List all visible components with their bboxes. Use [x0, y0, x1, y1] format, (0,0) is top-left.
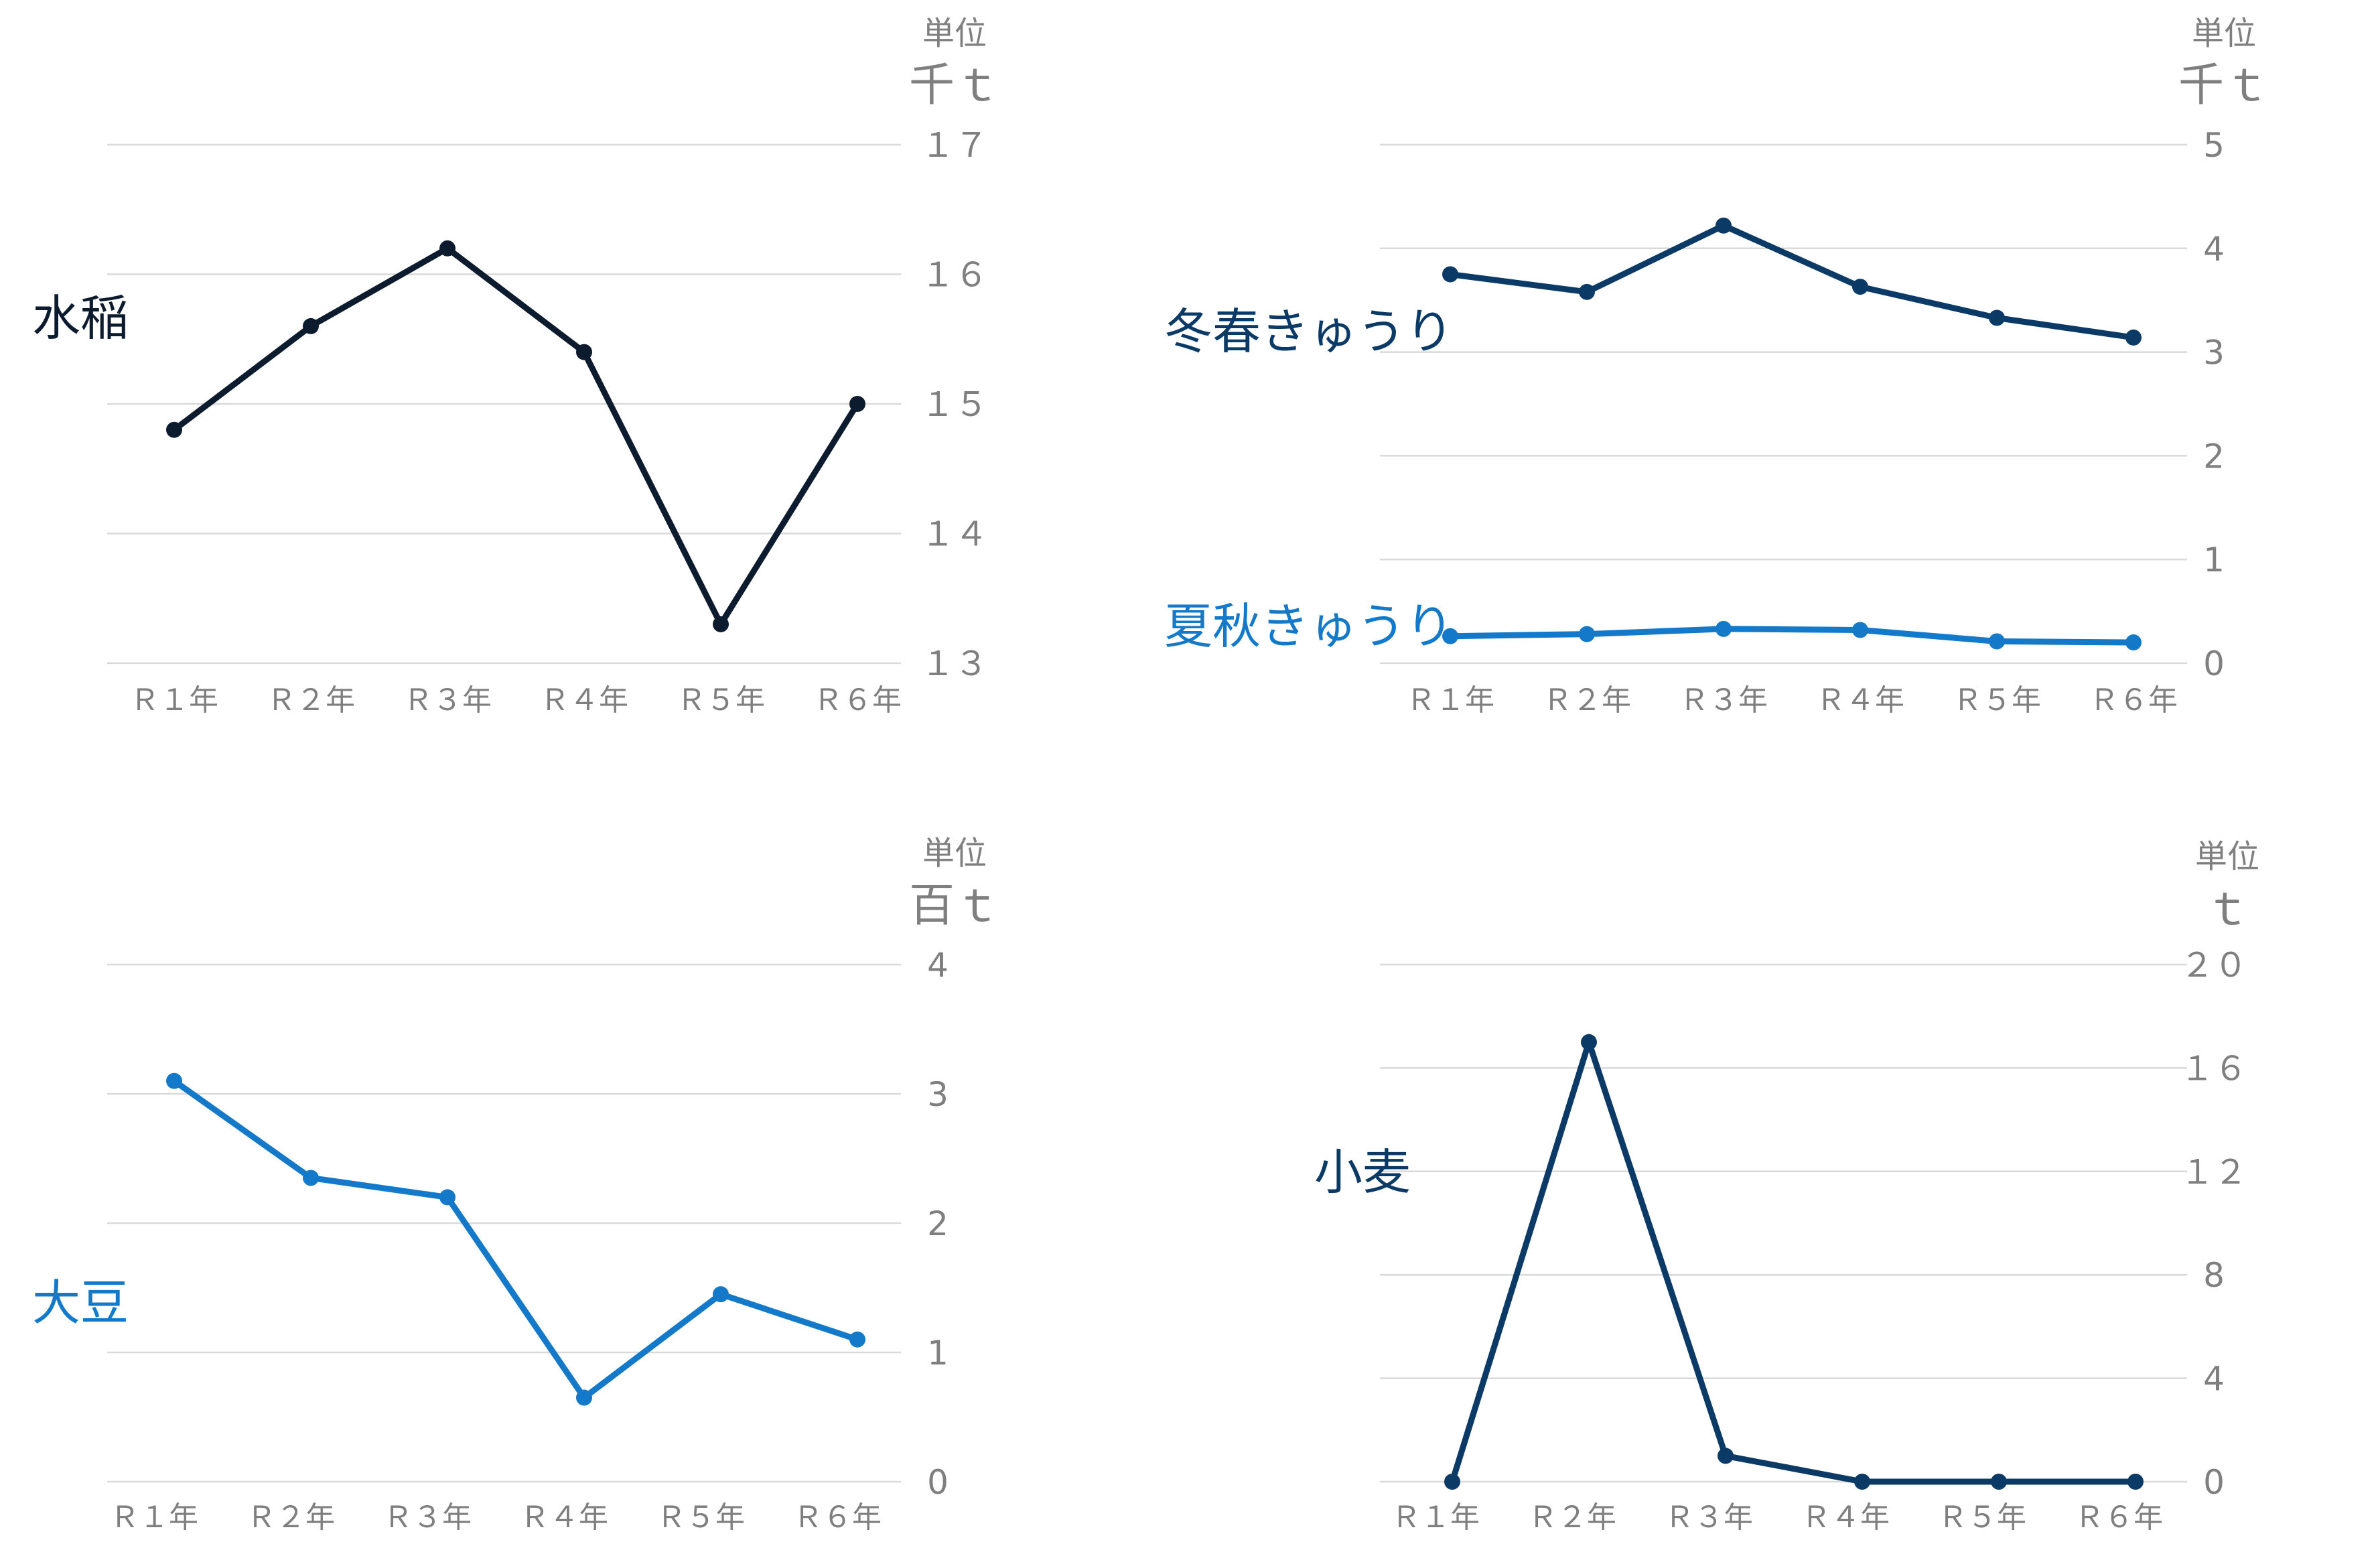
- y-tick-label: １６: [2180, 1049, 2247, 1088]
- data-point: [1852, 279, 1868, 295]
- x-tick-label: Ｒ６年: [2075, 1500, 2163, 1535]
- data-point: [576, 1389, 592, 1406]
- data-point: [849, 396, 865, 412]
- series-line: [1449, 1039, 2136, 1485]
- unit-value: 千ｔ: [2178, 59, 2269, 112]
- unit-value: ｔ: [2204, 883, 2250, 936]
- data-point: [303, 318, 319, 334]
- x-tick-label: Ｒ３年: [403, 683, 492, 717]
- x-tick-label: Ｒ２年: [1528, 1500, 1616, 1535]
- data-point: [1579, 626, 1595, 642]
- data-point: [303, 1170, 319, 1186]
- y-tick-label: １３: [921, 644, 988, 683]
- data-point: [713, 616, 729, 632]
- chart-panel-4: 0 4 8 １２ １６ ２０ 単位 ｔ Ｒ１年 Ｒ２年 Ｒ３年 Ｒ４年 Ｒ５年 Ｒ６年 小麦: [1314, 838, 2259, 1535]
- y-tick-label: 4: [2203, 230, 2225, 269]
- y-tick-label: 2: [2203, 437, 2225, 476]
- unit-label: 単位: [922, 835, 987, 872]
- data-point: [849, 1331, 865, 1348]
- data-point: [1852, 622, 1868, 638]
- x-tick-label: Ｒ４年: [540, 683, 628, 717]
- x-tick-label: Ｒ４年: [1816, 683, 1904, 717]
- y-tick-label: １４: [921, 515, 988, 554]
- x-tick-label: Ｒ５年: [1938, 1500, 2026, 1535]
- unit-label: 単位: [2192, 15, 2256, 52]
- data-point: [576, 344, 592, 360]
- data-point: [439, 1189, 456, 1206]
- data-point: [1991, 1474, 2007, 1490]
- x-tick-label: Ｒ５年: [656, 1500, 745, 1535]
- series-line: [1450, 626, 2134, 646]
- x-tick-label: Ｒ４年: [1801, 1500, 1890, 1535]
- data-point: [1989, 633, 2005, 650]
- y-tick-label: 1: [2203, 541, 2225, 579]
- data-point: [1579, 283, 1595, 300]
- x-tick-label: Ｒ１年: [110, 1500, 198, 1535]
- x-tick-label: Ｒ３年: [1679, 683, 1768, 717]
- data-point: [713, 1286, 729, 1303]
- x-tick-label: Ｒ６年: [793, 1500, 882, 1535]
- series-label: 小麦: [1314, 1144, 1411, 1200]
- series-line: [172, 245, 860, 628]
- data-point: [2125, 329, 2142, 346]
- y-tick-label: １７: [921, 126, 988, 165]
- y-tick-label: 0: [927, 1463, 949, 1502]
- x-tick-label: Ｒ３年: [383, 1500, 472, 1535]
- data-point: [1854, 1474, 1870, 1490]
- x-tick-label: Ｒ３年: [1665, 1500, 1753, 1535]
- x-tick-label: Ｒ２年: [267, 683, 355, 717]
- data-point: [2125, 634, 2142, 651]
- unit-label: 単位: [2195, 838, 2259, 875]
- y-tick-label: 3: [2203, 334, 2225, 372]
- series-label: 冬春きゅうり: [1164, 303, 1454, 360]
- unit-value: 百ｔ: [909, 879, 1000, 932]
- data-point: [1716, 620, 1732, 637]
- x-tick-label: Ｒ２年: [247, 1500, 335, 1535]
- y-tick-label: 1: [927, 1334, 949, 1373]
- x-tick-label: Ｒ５年: [677, 683, 765, 717]
- data-point: [1989, 309, 2005, 326]
- unit-label: 単位: [922, 15, 987, 52]
- data-point: [2127, 1474, 2144, 1490]
- y-tick-label: 0: [2203, 1463, 2225, 1502]
- y-tick-label: 8: [2203, 1256, 2225, 1295]
- x-tick-label: Ｒ１年: [130, 683, 218, 717]
- y-tick-label: 5: [2203, 126, 2225, 165]
- series-line: [1450, 222, 2134, 341]
- y-tick-label: 4: [2203, 1360, 2225, 1399]
- data-point: [166, 1072, 182, 1089]
- x-tick-label: Ｒ２年: [1543, 683, 1631, 717]
- y-tick-label: １５: [921, 385, 988, 424]
- series-line: [172, 1078, 859, 1401]
- x-tick-label: Ｒ５年: [1953, 683, 2041, 717]
- y-tick-label: 3: [927, 1075, 949, 1114]
- y-tick-label: ２０: [2180, 946, 2247, 985]
- data-point: [439, 240, 456, 257]
- y-tick-label: １２: [2180, 1153, 2247, 1192]
- series-label: 大豆: [32, 1275, 129, 1331]
- data-point: [1444, 1474, 1460, 1490]
- series-label: 夏秋きゅうり: [1164, 598, 1454, 654]
- x-tick-label: Ｒ１年: [1406, 683, 1494, 717]
- data-point: [1581, 1034, 1597, 1050]
- y-tick-label: 4: [927, 946, 949, 985]
- data-point: [1716, 217, 1732, 234]
- data-point: [1718, 1448, 1734, 1464]
- data-point: [1442, 628, 1458, 644]
- x-tick-label: Ｒ１年: [1391, 1500, 1480, 1535]
- unit-value: 千ｔ: [909, 59, 1000, 112]
- x-tick-label: Ｒ６年: [813, 683, 902, 717]
- x-tick-label: Ｒ４年: [520, 1500, 608, 1535]
- y-tick-label: 2: [927, 1204, 949, 1243]
- y-tick-label: １６: [921, 256, 988, 295]
- data-point: [1442, 266, 1458, 283]
- data-point: [166, 421, 182, 438]
- x-tick-label: Ｒ６年: [2089, 683, 2178, 717]
- series-label: 水稲: [32, 290, 129, 346]
- y-tick-label: 0: [2203, 644, 2225, 683]
